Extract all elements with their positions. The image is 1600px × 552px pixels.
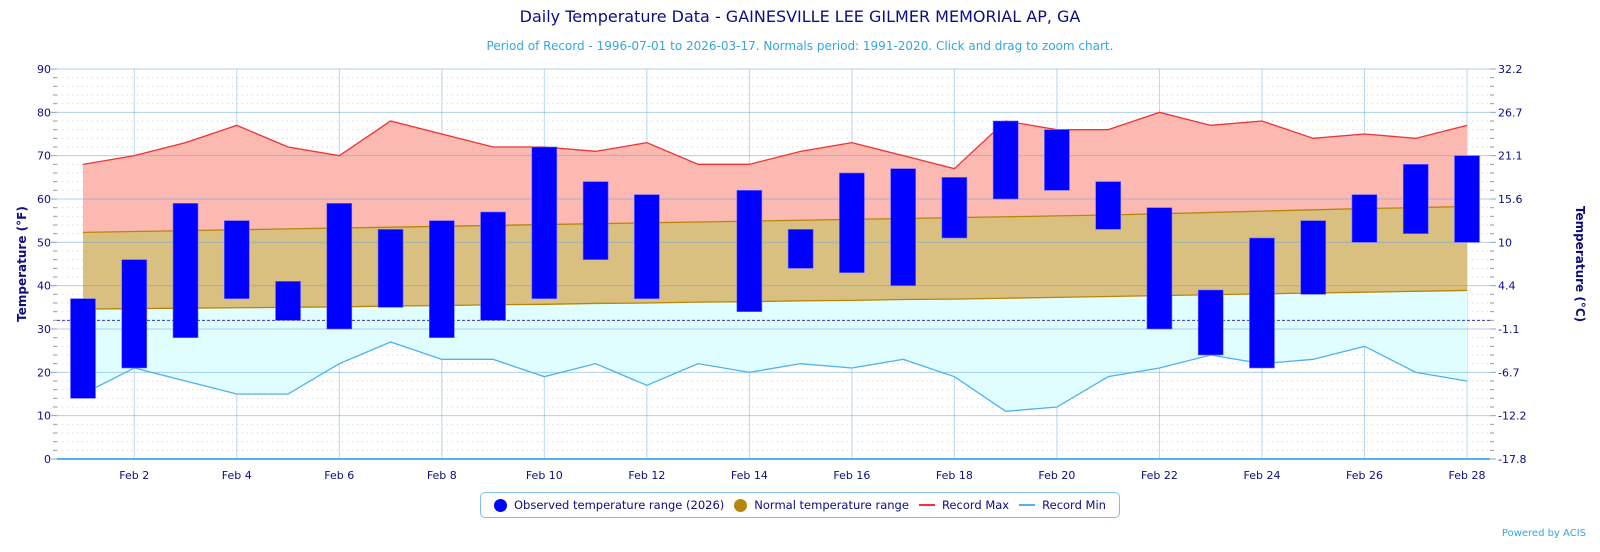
x-tick-label: Feb 26 bbox=[1346, 469, 1383, 482]
x-tick-label: Feb 4 bbox=[222, 469, 252, 482]
x-tick-label: Feb 2 bbox=[119, 469, 149, 482]
x-tick-label: Feb 6 bbox=[324, 469, 354, 482]
normal-range-area bbox=[83, 206, 1467, 310]
observed-bar[interactable] bbox=[736, 190, 763, 312]
y-tick-label-right: 10 bbox=[1498, 236, 1512, 249]
y-tick-label-right: -6.7 bbox=[1498, 366, 1519, 379]
observed-bar[interactable] bbox=[1146, 207, 1173, 330]
observed-bar[interactable] bbox=[326, 203, 353, 330]
chart-title: Daily Temperature Data - GAINESVILLE LEE… bbox=[519, 7, 1081, 26]
y-tick-label-right: 15.6 bbox=[1498, 193, 1523, 206]
y-tick-label-right: 32.2 bbox=[1498, 63, 1523, 76]
record-min-line bbox=[82, 341, 1468, 413]
y-tick-label-right: 26.7 bbox=[1498, 106, 1523, 119]
observed-bar[interactable] bbox=[839, 172, 865, 273]
observed-bar[interactable] bbox=[1197, 289, 1224, 356]
record-max-area bbox=[83, 112, 1467, 233]
observed-bar[interactable] bbox=[275, 281, 301, 321]
observed-bar[interactable] bbox=[1300, 220, 1327, 295]
axes: 0 10 20 30 40 50 60 70 80 90 -17.8 -12.2 -6.7 -1.1 4.4… bbox=[37, 63, 1526, 482]
y-tick-label-left: 80 bbox=[37, 106, 51, 119]
observed-bar[interactable] bbox=[992, 120, 1019, 200]
record-min-line-icon bbox=[1019, 504, 1036, 506]
chart-subtitle: Period of Record - 1996-07-01 to 2026-03… bbox=[486, 39, 1114, 53]
record-max-line-icon bbox=[918, 504, 935, 506]
observed-bar[interactable] bbox=[172, 203, 199, 338]
x-tick-label: Feb 12 bbox=[628, 469, 665, 482]
observed-bar[interactable] bbox=[582, 181, 609, 260]
y-tick-label-right: 4.4 bbox=[1498, 280, 1516, 293]
legend-item-record-min[interactable]: Record Min bbox=[1019, 498, 1106, 512]
observed-bar[interactable] bbox=[1249, 237, 1275, 369]
observed-bar[interactable] bbox=[70, 298, 96, 399]
x-tick-label: Feb 16 bbox=[833, 469, 870, 482]
observed-bar[interactable] bbox=[531, 146, 558, 299]
powered-by-link[interactable]: Powered by ACIS bbox=[1501, 528, 1586, 539]
record-max-line bbox=[82, 111, 1468, 170]
observed-bar[interactable] bbox=[223, 220, 250, 299]
x-tick-label: Feb 8 bbox=[427, 469, 457, 482]
x-tick-label: Feb 14 bbox=[731, 469, 768, 482]
x-tick-label: Feb 24 bbox=[1243, 469, 1280, 482]
observed-bar[interactable] bbox=[377, 229, 404, 308]
normal-low-line bbox=[82, 289, 1468, 310]
y-tick-label-right: 21.1 bbox=[1498, 150, 1523, 163]
observed-bar[interactable] bbox=[480, 211, 506, 321]
legend-item-normal[interactable]: Normal temperature range bbox=[734, 498, 909, 512]
legend-item-record-max[interactable]: Record Max bbox=[918, 498, 1010, 512]
x-tick-label: Feb 22 bbox=[1141, 469, 1178, 482]
y-tick-label-left: 50 bbox=[37, 236, 51, 249]
legend-label-normal: Normal temperature range bbox=[754, 498, 909, 512]
legend-item-observed[interactable]: Observed temperature range (2026) bbox=[494, 498, 724, 512]
y-tick-label-left: 30 bbox=[37, 323, 51, 336]
y-tick-label-left: 0 bbox=[44, 453, 51, 466]
y-tick-label-right: -12.2 bbox=[1498, 410, 1526, 423]
observed-bar[interactable] bbox=[941, 177, 968, 239]
observed-bars bbox=[70, 120, 1480, 399]
y-tick-label-right: -17.8 bbox=[1498, 453, 1526, 466]
legend: Observed temperature range (2026) Normal… bbox=[480, 492, 1120, 518]
y-tick-label-right: -1.1 bbox=[1498, 323, 1519, 336]
y-tick-label-left: 40 bbox=[37, 280, 51, 293]
line-layer bbox=[57, 68, 1490, 460]
x-tick-label: Feb 10 bbox=[526, 469, 563, 482]
y-tick-label-left: 20 bbox=[37, 366, 51, 379]
observed-bar[interactable] bbox=[1454, 155, 1480, 243]
observed-bar[interactable] bbox=[1402, 164, 1429, 234]
observed-bar[interactable] bbox=[121, 259, 148, 369]
observed-bar[interactable] bbox=[890, 168, 916, 286]
observed-bar[interactable] bbox=[634, 194, 660, 299]
observed-bar[interactable] bbox=[1351, 194, 1378, 243]
legend-label-record-max: Record Max bbox=[941, 498, 1010, 512]
y-tick-label-left: 70 bbox=[37, 150, 51, 163]
y-axis-title-left: Temperature (°F) bbox=[15, 206, 29, 322]
y-tick-label-left: 90 bbox=[37, 63, 51, 76]
x-tick-label: Feb 28 bbox=[1449, 469, 1486, 482]
observed-bar[interactable] bbox=[1095, 181, 1121, 230]
observed-dot-icon bbox=[494, 498, 507, 512]
y-tick-label-left: 60 bbox=[37, 193, 51, 206]
x-tick-label: Feb 20 bbox=[1038, 469, 1075, 482]
y-axis-title-right: Temperature (°C) bbox=[1573, 206, 1587, 322]
x-tick-label: Feb 18 bbox=[936, 469, 973, 482]
observed-bar[interactable] bbox=[787, 229, 814, 269]
normal-high-line bbox=[82, 205, 1468, 234]
y-tick-label-left: 10 bbox=[37, 410, 51, 423]
observed-bar[interactable] bbox=[429, 220, 455, 338]
legend-label-record-min: Record Min bbox=[1042, 498, 1106, 512]
observed-bar[interactable] bbox=[1044, 129, 1070, 191]
normal-dot-icon bbox=[734, 498, 748, 512]
legend-label-observed: Observed temperature range (2026) bbox=[514, 498, 725, 512]
